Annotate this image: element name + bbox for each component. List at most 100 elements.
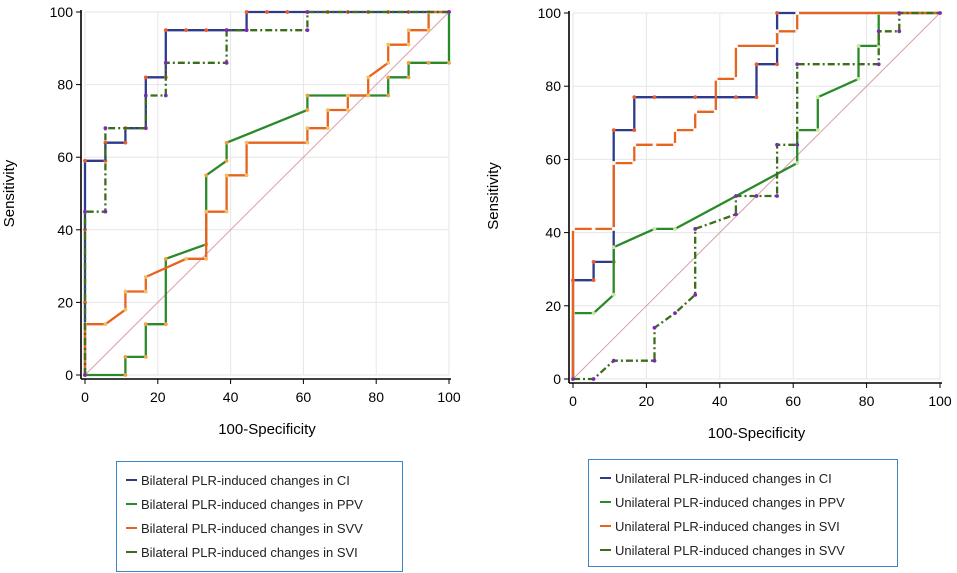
data-point <box>103 322 108 327</box>
data-point <box>754 194 759 198</box>
legend-swatch <box>126 479 137 481</box>
data-point <box>632 128 637 133</box>
data-point <box>591 278 596 283</box>
data-point <box>103 209 108 214</box>
x-tick-label: 0 <box>81 389 89 405</box>
data-point <box>876 29 881 34</box>
data-point <box>83 158 87 163</box>
data-point <box>224 28 229 33</box>
data-point <box>693 95 698 100</box>
data-point <box>143 126 148 131</box>
data-point <box>143 322 148 327</box>
chart-bilateral: 0 20 40 60 80 100 0 20 40 60 80 100 100-Specificity S… <box>1 4 461 438</box>
data-point <box>795 161 800 165</box>
y-tick-label: 100 <box>538 5 562 21</box>
data-point <box>184 28 189 33</box>
legend-entry-3: Unilateral PLR-induced changes in SVI <box>600 514 897 538</box>
data-point <box>571 377 575 381</box>
data-point <box>163 28 168 33</box>
y-tick-label: 40 <box>545 225 561 241</box>
data-point <box>938 11 942 15</box>
data-point <box>795 128 800 133</box>
data-point <box>386 60 391 65</box>
legend-label: Bilateral PLR-induced changes in SVV <box>141 520 363 536</box>
x-tick-label: 60 <box>296 389 312 405</box>
data-point <box>856 76 861 81</box>
data-point <box>673 142 677 147</box>
y-tick-label: 0 <box>553 371 561 387</box>
data-point <box>611 227 616 231</box>
roc-curve-series-4 <box>83 10 449 375</box>
y-tick-label: 60 <box>57 149 73 165</box>
data-point <box>897 11 902 15</box>
y-tick-label: 20 <box>57 294 73 310</box>
data-point <box>591 377 596 381</box>
data-point <box>244 10 249 14</box>
y-tick-label: 80 <box>545 78 561 94</box>
x-tick-label: 80 <box>368 389 384 405</box>
data-point <box>693 227 698 231</box>
data-point <box>305 140 310 145</box>
data-point <box>204 28 209 33</box>
x-axis-title: 100-Specificity <box>708 425 806 442</box>
data-point <box>426 28 431 33</box>
y-axis-title: Sensitivity <box>1 159 18 227</box>
x-axis-title: 100-Specificity <box>218 421 316 438</box>
data-point <box>713 109 718 114</box>
data-point <box>224 173 229 178</box>
legend-entry-4: Bilateral PLR-induced changes in SVI <box>126 540 402 564</box>
y-tick-label: 60 <box>545 151 561 167</box>
data-point <box>325 126 330 131</box>
legend-swatch <box>126 503 137 505</box>
legend-unilateral: Unilateral PLR-induced changes in CI Unil… <box>588 459 898 567</box>
data-point <box>386 93 391 98</box>
data-point <box>693 292 698 297</box>
data-point <box>123 354 128 359</box>
y-tick-label: 20 <box>545 298 561 314</box>
data-point <box>652 95 657 100</box>
data-point <box>795 142 800 147</box>
data-point <box>163 93 168 98</box>
data-point <box>775 194 779 198</box>
legend-entry-4: Unilateral PLR-induced changes in SVV <box>600 538 897 562</box>
data-point <box>366 75 371 80</box>
x-tick-label: 20 <box>639 393 655 409</box>
data-point <box>406 28 411 33</box>
legend-entry-1: Unilateral PLR-induced changes in CI <box>600 466 897 490</box>
legend-swatch <box>126 527 137 529</box>
data-point <box>775 62 779 67</box>
y-axis-title: Sensitivity <box>485 162 502 230</box>
data-point <box>123 373 128 377</box>
legend-swatch <box>600 477 611 479</box>
legend-swatch <box>600 525 611 527</box>
data-point <box>244 28 249 33</box>
data-point <box>83 209 87 214</box>
data-point <box>734 95 738 100</box>
data-point <box>305 28 310 33</box>
data-point <box>734 194 738 198</box>
data-point <box>775 142 779 147</box>
legend-entry-2: Unilateral PLR-induced changes in PPV <box>600 490 897 514</box>
data-point <box>734 212 738 217</box>
legend-entry-2: Bilateral PLR-induced changes in PPV <box>126 492 402 516</box>
data-point <box>713 76 718 81</box>
data-point <box>163 60 168 65</box>
data-point <box>611 161 616 165</box>
data-point <box>204 256 209 261</box>
data-point <box>224 158 229 163</box>
data-point <box>285 10 290 14</box>
data-point <box>591 311 596 316</box>
data-point <box>305 93 310 98</box>
legend-swatch <box>600 501 611 503</box>
data-point <box>103 126 108 131</box>
data-point <box>673 311 677 316</box>
roc-curve-series-4 <box>573 11 940 381</box>
y-tick-label: 40 <box>57 222 73 238</box>
data-point <box>591 227 596 231</box>
x-tick-label: 80 <box>859 393 875 409</box>
data-point <box>163 256 168 261</box>
data-point <box>305 108 310 112</box>
data-point <box>795 62 800 67</box>
data-point <box>447 10 451 14</box>
